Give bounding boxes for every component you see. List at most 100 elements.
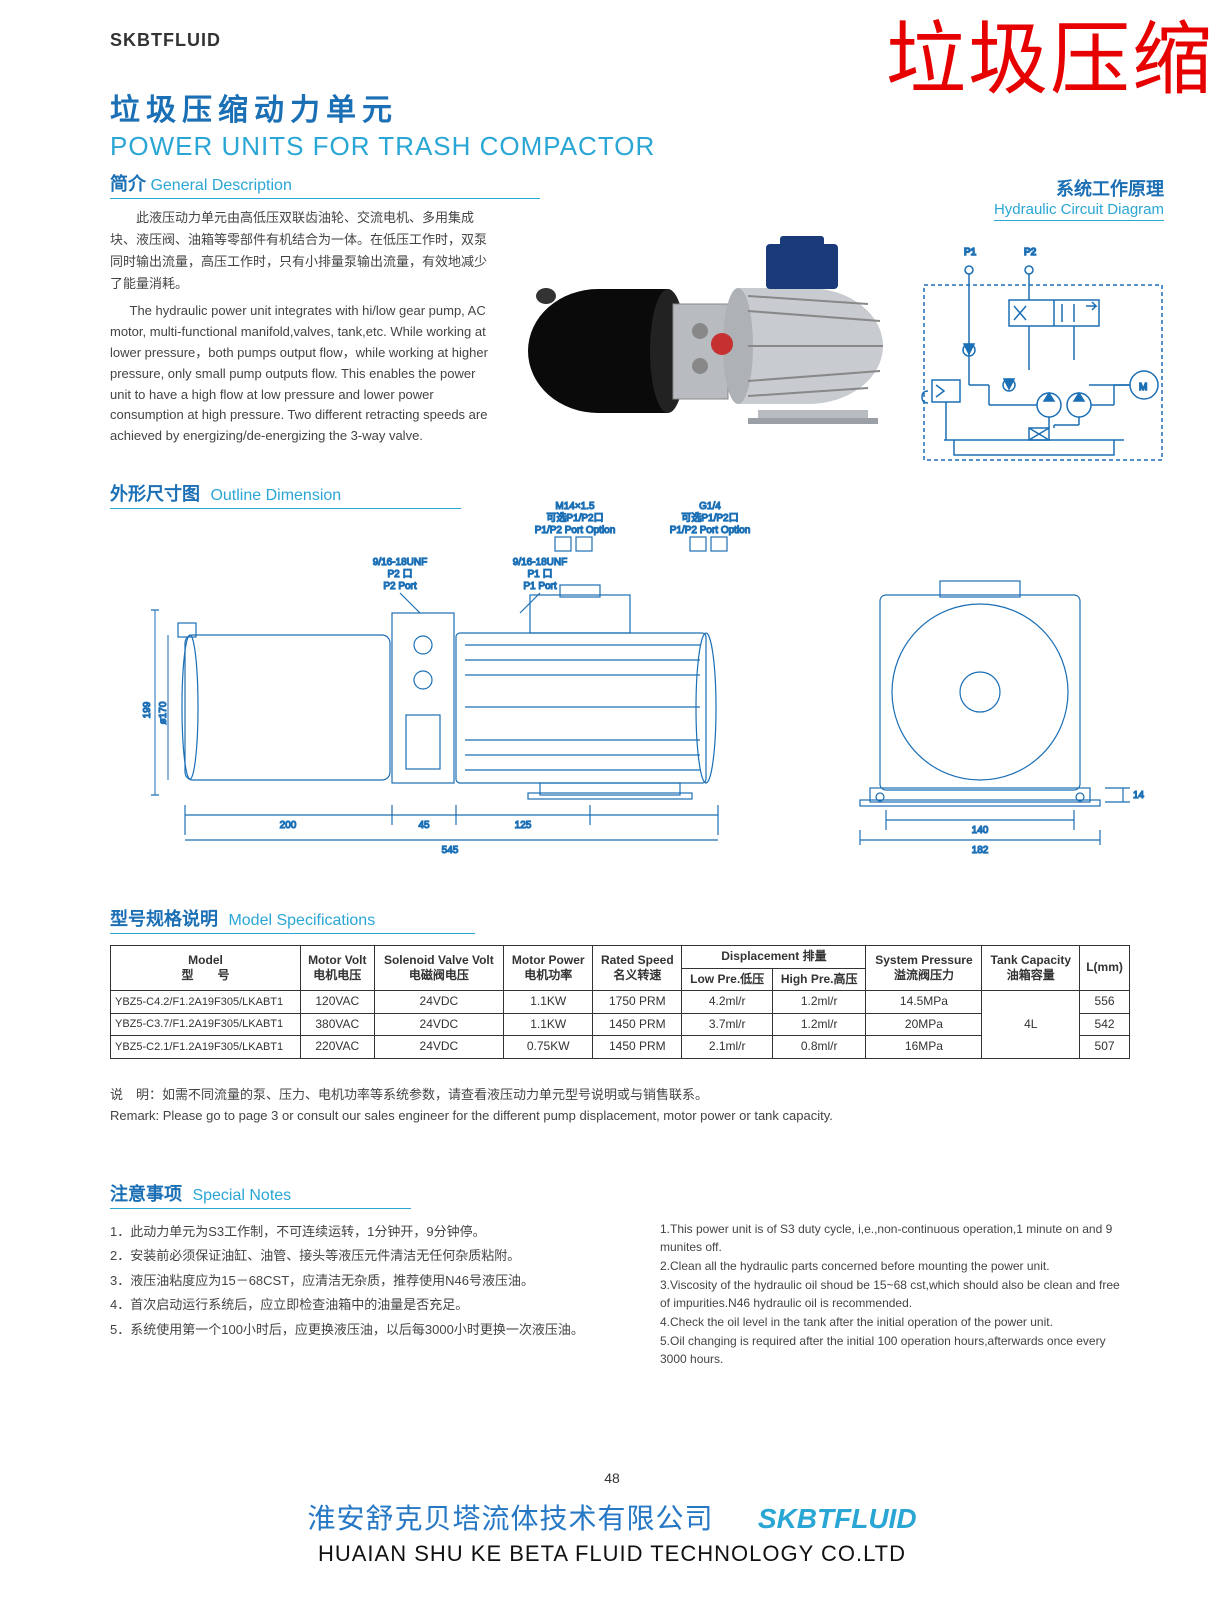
svg-text:P2: P2 — [1024, 247, 1037, 258]
col-svolt-cn: 电磁阀电压 — [379, 968, 500, 984]
col-model-cn: 型 号 — [115, 968, 296, 984]
svg-text:P1: P1 — [964, 247, 977, 258]
note-item: 4.Check the oil level in the tank after … — [660, 1313, 1130, 1331]
cell: 380VAC — [301, 1013, 375, 1036]
cell: 2.1ml/r — [682, 1036, 773, 1059]
col-disp: Displacement 排量 — [682, 946, 866, 969]
svg-text:可选P1/P2口: 可选P1/P2口 — [546, 511, 603, 524]
cell: 1.1KW — [504, 1013, 593, 1036]
svg-text:P1 Port: P1 Port — [523, 581, 557, 592]
cell: 1.2ml/r — [772, 991, 865, 1014]
svg-text:P1/P2 Port Option: P1/P2 Port Option — [670, 525, 751, 536]
svg-text:200: 200 — [280, 820, 297, 831]
footer: 淮安舒克贝塔流体技术有限公司 SKBTFLUID HUAIAN SHU KE B… — [0, 1497, 1224, 1567]
cell-tank: 4L — [982, 991, 1080, 1059]
circuit-header-cn: 系统工作原理 — [904, 175, 1164, 201]
note-item: 1.This power unit is of S3 duty cycle, i… — [660, 1220, 1130, 1256]
page-number: 48 — [0, 1470, 1224, 1486]
col-l: L(mm) — [1080, 946, 1130, 991]
spec-header-cn: 型号规格说明 — [110, 909, 218, 929]
page-title-cn: 垃圾压缩动力单元 — [110, 85, 655, 129]
svg-text:125: 125 — [515, 820, 532, 831]
svg-text:M: M — [1139, 382, 1147, 393]
svg-text:9/16-18UNF: 9/16-18UNF — [373, 557, 427, 568]
note-item: 3．液压油粘度应为15－68CST，应清洁无杂质，推荐使用N46号液压油。 — [110, 1269, 620, 1292]
note-item: 5.Oil changing is required after the ini… — [660, 1332, 1130, 1368]
cell: 1750 PRM — [593, 991, 682, 1014]
notes-cn-list: 1．此动力单元为S3工作制，不可连续运转，1分钟开，9分钟停。 2．安装前必须保… — [110, 1220, 620, 1342]
cell: 24VDC — [374, 1036, 504, 1059]
col-tank-en: Tank Capacity — [986, 953, 1075, 969]
svg-text:9/16-18UNF: 9/16-18UNF — [513, 557, 567, 568]
svg-text:P1/P2 Port Option: P1/P2 Port Option — [535, 525, 616, 536]
cell: 542 — [1080, 1013, 1130, 1036]
col-mpower-en: Motor Power — [508, 953, 588, 969]
cell: 24VDC — [374, 991, 504, 1014]
col-speed-en: Rated Speed — [597, 953, 677, 969]
col-press-cn: 溢流阀压力 — [870, 968, 977, 984]
spec-header-row: Model 型 号 Motor Volt电机电压 Solenoid Valve … — [111, 946, 1130, 969]
table-row: YBZ5-C4.2/F1.2A19F305/LKABT1 120VAC 24VD… — [111, 991, 1130, 1014]
col-svolt-en: Solenoid Valve Volt — [379, 953, 500, 969]
notes-header: 注意事项 Special Notes — [110, 1180, 540, 1209]
cell-model: YBZ5-C2.1/F1.2A19F305/LKABT1 — [111, 1036, 301, 1059]
svg-text:可选P1/P2口: 可选P1/P2口 — [681, 511, 738, 524]
col-model-en: Model — [115, 953, 296, 969]
note-item: 2．安装前必须保证油缸、油管、接头等液压元件清洁无任何杂质粘附。 — [110, 1244, 620, 1267]
svg-text:G1/4: G1/4 — [699, 501, 721, 512]
page-title: 垃圾压缩动力单元 POWER UNITS FOR TRASH COMPACTOR — [110, 85, 655, 162]
desc-text-cn: 此液压动力单元由高低压双联齿油轮、交流电机、多用集成块、液压阀、油箱等零部件有机… — [110, 207, 490, 295]
cell: 20MPa — [866, 1013, 982, 1036]
circuit-header: 系统工作原理 Hydraulic Circuit Diagram — [904, 175, 1164, 221]
svg-text:P2 Port: P2 Port — [383, 581, 417, 592]
cell: 556 — [1080, 991, 1130, 1014]
hydraulic-circuit-diagram: P1 P2 M — [914, 240, 1169, 470]
page-title-en: POWER UNITS FOR TRASH COMPACTOR — [110, 131, 655, 162]
brand-top: SKBTFLUID — [110, 30, 221, 51]
cell: 3.7ml/r — [682, 1013, 773, 1036]
spec-remark: 说 明：如需不同流量的泵、压力、电机功率等系统参数，请查看液压动力单元型号说明或… — [110, 1085, 1130, 1127]
cell: 4.2ml/r — [682, 991, 773, 1014]
cell-model: YBZ5-C3.7/F1.2A19F305/LKABT1 — [111, 1013, 301, 1036]
cell: 1.1KW — [504, 991, 593, 1014]
remark-en: Remark: Please go to page 3 or consult o… — [110, 1106, 1130, 1127]
footer-brand: SKBTFLUID — [758, 1503, 917, 1535]
cell: 14.5MPa — [866, 991, 982, 1014]
svg-text:ø170: ø170 — [158, 701, 169, 724]
cell: 16MPa — [866, 1036, 982, 1059]
general-description: 简介 General Description 此液压动力单元由高低压双联齿油轮、… — [110, 170, 490, 453]
cell-model: YBZ5-C4.2/F1.2A19F305/LKABT1 — [111, 991, 301, 1014]
svg-text:199: 199 — [142, 701, 153, 718]
spec-header-en: Model Specifications — [228, 912, 375, 929]
svg-text:45: 45 — [418, 820, 430, 831]
col-mvolt-en: Motor Volt — [305, 953, 370, 969]
circuit-header-en: Hydraulic Circuit Diagram — [994, 201, 1164, 221]
notes-header-en: Special Notes — [192, 1187, 291, 1204]
desc-header-en: General Description — [150, 177, 291, 194]
product-photo — [508, 196, 908, 456]
svg-text:14: 14 — [1133, 790, 1145, 801]
desc-header: 简介 General Description — [110, 170, 540, 199]
svg-text:545: 545 — [442, 845, 459, 856]
note-item: 4．首次启动运行系统后，应立即检查油箱中的油量是否充足。 — [110, 1293, 620, 1316]
spec-header: 型号规格说明 Model Specifications — [110, 905, 540, 934]
svg-text:P1 口: P1 口 — [527, 569, 552, 580]
col-speed-cn: 名义转速 — [597, 968, 677, 984]
svg-text:P2 口: P2 口 — [387, 569, 412, 580]
notes-header-cn: 注意事项 — [110, 1184, 182, 1204]
cell: 120VAC — [301, 991, 375, 1014]
col-tank-cn: 油箱容量 — [986, 968, 1075, 984]
note-item: 5．系统使用第一个100小时后，应更换液压油，以后每3000小时更换一次液压油。 — [110, 1318, 620, 1341]
table-row: YBZ5-C3.7/F1.2A19F305/LKABT1 380VAC 24VD… — [111, 1013, 1130, 1036]
col-disp-high: High Pre.高压 — [772, 968, 865, 991]
cell: 220VAC — [301, 1036, 375, 1059]
svg-text:182: 182 — [972, 845, 989, 856]
footer-company-en: HUAIAN SHU KE BETA FLUID TECHNOLOGY CO.L… — [0, 1541, 1224, 1567]
spec-table: Model 型 号 Motor Volt电机电压 Solenoid Valve … — [110, 945, 1130, 1059]
svg-text:140: 140 — [972, 825, 989, 836]
outline-dimension-drawing: M14×1.5 可选P1/P2口 P1/P2 Port Option G1/4 … — [110, 495, 1160, 865]
footer-company-cn: 淮安舒克贝塔流体技术有限公司 — [307, 1497, 713, 1537]
col-press-en: System Pressure — [870, 953, 977, 969]
remark-cn: 说 明：如需不同流量的泵、压力、电机功率等系统参数，请查看液压动力单元型号说明或… — [110, 1085, 1130, 1106]
cell: 1.2ml/r — [772, 1013, 865, 1036]
